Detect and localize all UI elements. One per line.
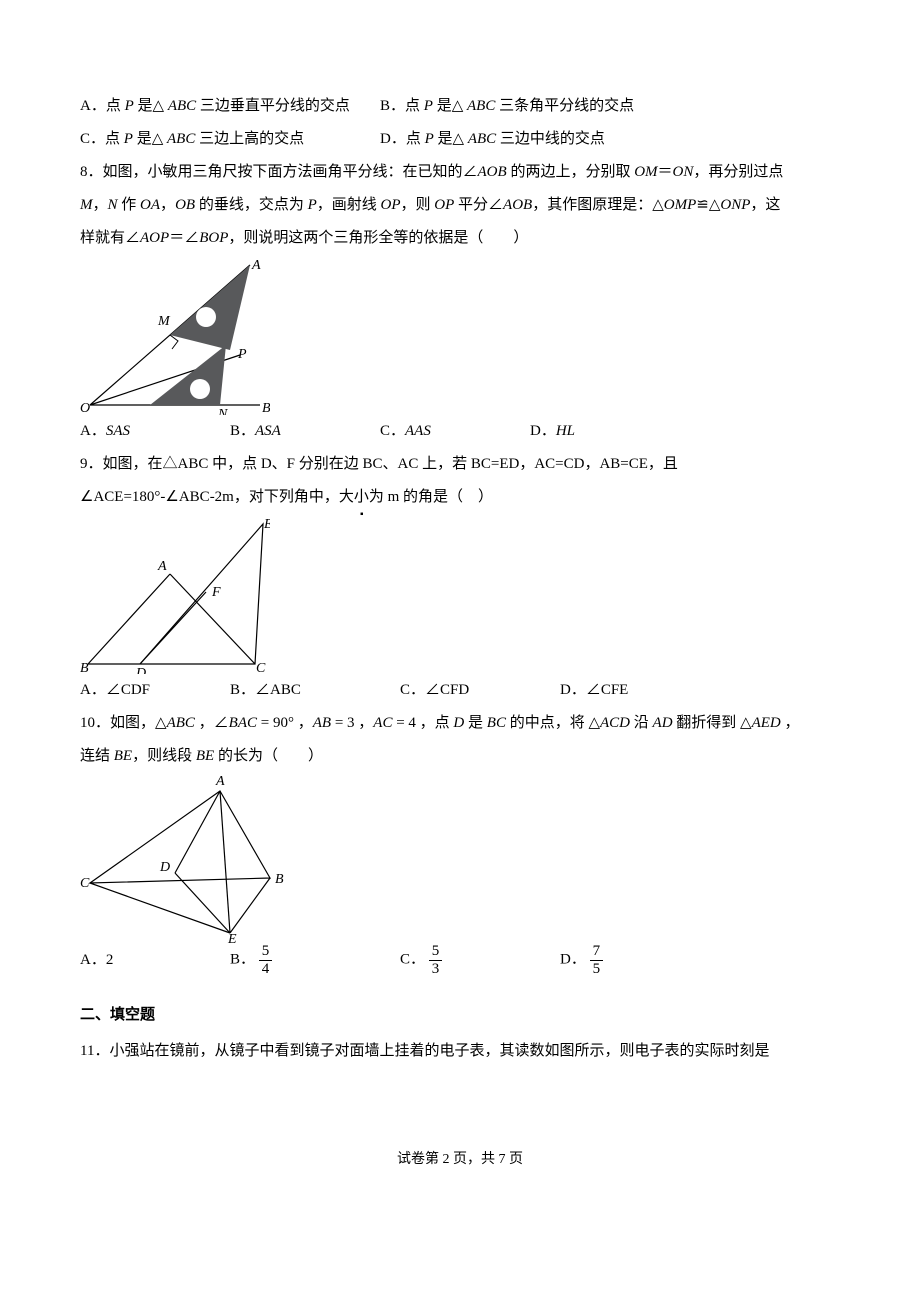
q9-label-b: B bbox=[80, 661, 89, 674]
q8-stem-line1: 8．如图，小敏用三角尺按下面方法画角平分线：在已知的∠AOB 的两边上，分别取 … bbox=[80, 156, 840, 189]
page-center-mark: ▪ bbox=[360, 508, 364, 526]
q9-options: A．∠CDF B．∠ABC C．∠CFD D．∠CFE bbox=[80, 674, 840, 707]
q9-label-c: C bbox=[256, 661, 266, 674]
q10-opt-c: C． 53 bbox=[400, 943, 560, 977]
q10-options: A．2 B． 54 C． 53 D． 75 bbox=[80, 943, 840, 977]
q8-opt-b: B．ASA bbox=[230, 415, 380, 448]
q7-opt-b: B．点 P 是△ ABC 三条角平分线的交点 bbox=[380, 90, 634, 123]
q7-opt-c: C．点 P 是△ ABC 三边上高的交点 bbox=[80, 123, 380, 156]
q9-figure: B D C A E F bbox=[80, 514, 270, 674]
q8-stem-line2: M，N 作 OA，OB 的垂线，交点为 P，画射线 OP，则 OP 平分∠AOB… bbox=[80, 189, 840, 222]
q10-opt-a: A．2 bbox=[80, 944, 230, 977]
q10-stem-line1: 10．如图，△ABC ，∠BAC = 90° ，AB = 3 ，AC = 4 ，… bbox=[80, 707, 840, 740]
q8-label-b: B bbox=[262, 401, 270, 415]
q9-opt-b: B．∠ABC bbox=[230, 674, 400, 707]
q10-c-den: 3 bbox=[429, 961, 443, 978]
q10-opt-c-frac: 53 bbox=[429, 943, 443, 977]
q8-label-n: N bbox=[217, 407, 228, 415]
q10-label-b: B bbox=[275, 872, 284, 887]
q8-label-a: A bbox=[251, 258, 261, 273]
q7-opt-d: D．点 P 是△ ABC 三边中线的交点 bbox=[380, 123, 605, 156]
q8-options: A．SAS B．ASA C．AAS D．HL bbox=[80, 415, 840, 448]
q10-b-den: 4 bbox=[259, 961, 273, 978]
q10-label-d: D bbox=[159, 860, 170, 875]
q10-d-den: 5 bbox=[590, 961, 604, 978]
q8-opt-d: D．HL bbox=[530, 415, 680, 448]
q10-figure: A B C D E bbox=[80, 773, 290, 943]
q9-stem-line2: ∠ACE=180°-∠ABC-2m，对下列角中，大小为 m 的角是（ ） bbox=[80, 481, 840, 514]
q8-label-m: M bbox=[157, 314, 171, 329]
q10-stem-line2: 连结 BE，则线段 BE 的长为（ ） bbox=[80, 740, 840, 773]
q10-d-num: 7 bbox=[590, 943, 604, 961]
q10-c-num: 5 bbox=[429, 943, 443, 961]
q7-opt-a: A．点 P 是△ ABC 三边垂直平分线的交点 bbox=[80, 90, 380, 123]
q10-opt-b: B． 54 bbox=[230, 943, 400, 977]
q8-stem-line3: 样就有∠AOP＝∠BOP，则说明这两个三角形全等的依据是（ ） bbox=[80, 222, 840, 255]
q8-opt-c: C．AAS bbox=[380, 415, 530, 448]
q10-b-num: 5 bbox=[259, 943, 273, 961]
q10-opt-b-frac: 54 bbox=[259, 943, 273, 977]
q7-options-row2: C．点 P 是△ ABC 三边上高的交点 D．点 P 是△ ABC 三边中线的交… bbox=[80, 123, 840, 156]
q9-opt-d: D．∠CFE bbox=[560, 674, 710, 707]
q8-figure: O A B M N P bbox=[80, 255, 270, 415]
q10-label-c: C bbox=[80, 876, 90, 891]
q10-opt-d: D． 75 bbox=[560, 943, 710, 977]
q9-label-d: D bbox=[135, 666, 146, 674]
q7-options-row1: A．点 P 是△ ABC 三边垂直平分线的交点 B．点 P 是△ ABC 三条角… bbox=[80, 90, 840, 123]
q8-label-p: P bbox=[237, 347, 247, 362]
q10-opt-d-frac: 75 bbox=[590, 943, 604, 977]
q10-label-a: A bbox=[215, 774, 225, 789]
section-2-heading: 二、填空题 bbox=[80, 997, 840, 1035]
q9-label-f: F bbox=[211, 585, 221, 600]
q9-label-a: A bbox=[157, 559, 167, 574]
page-footer: 试卷第 2 页，共 7 页 bbox=[0, 1108, 920, 1188]
q9-opt-a: A．∠CDF bbox=[80, 674, 230, 707]
q10-opt-c-label: C． bbox=[400, 951, 425, 967]
q11-stem: 11．小强站在镜前，从镜子中看到镜子对面墙上挂着的电子表，其读数如图所示，则电子… bbox=[80, 1035, 840, 1068]
q10-opt-b-label: B． bbox=[230, 951, 255, 967]
q10-label-e: E bbox=[227, 932, 237, 943]
q8-opt-a: A．SAS bbox=[80, 415, 230, 448]
q9-stem-line1: 9．如图，在△ABC 中，点 D、F 分别在边 BC、AC 上，若 BC=ED，… bbox=[80, 448, 840, 481]
q9-label-e: E bbox=[263, 517, 270, 532]
q9-opt-c: C．∠CFD bbox=[400, 674, 560, 707]
q10-opt-d-label: D． bbox=[560, 951, 586, 967]
q8-label-o: O bbox=[80, 401, 90, 415]
